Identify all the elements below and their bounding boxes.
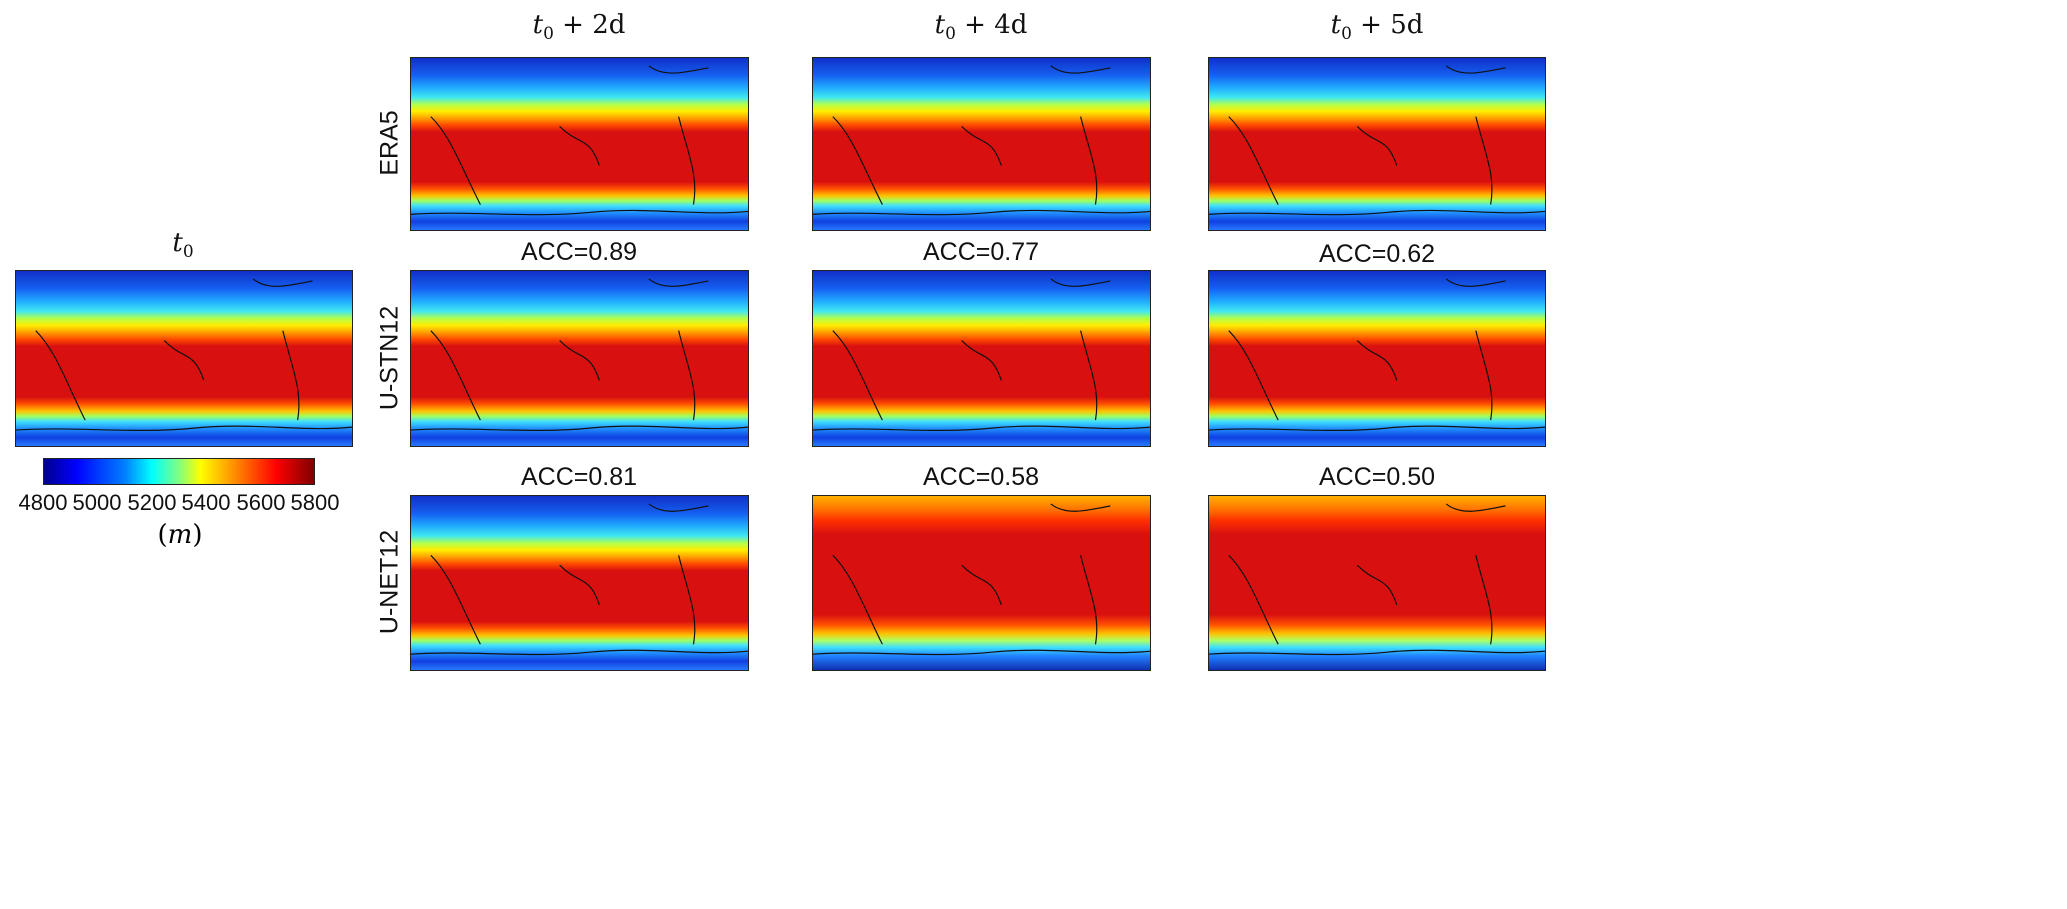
coastline bbox=[1209, 65, 1545, 216]
colorbar-tick: 5000 bbox=[72, 490, 122, 515]
map-era5-4d bbox=[812, 57, 1151, 231]
field-fill bbox=[16, 271, 352, 446]
acc-u-net12-2d: ACC=0.81 bbox=[520, 463, 638, 491]
map-u-stn12-4d bbox=[812, 270, 1151, 447]
header-rest: + 2d bbox=[553, 10, 626, 40]
colorbar bbox=[43, 458, 315, 485]
header-base: t bbox=[1330, 10, 1342, 40]
acc-u-stn12-2d: ACC=0.89 bbox=[520, 238, 638, 266]
coastline bbox=[16, 278, 352, 432]
header-rest: + 5d bbox=[1351, 10, 1424, 40]
coastline bbox=[813, 503, 1150, 656]
map-field bbox=[411, 58, 748, 230]
acc-u-net12-4d: ACC=0.58 bbox=[922, 463, 1040, 491]
map-u-stn12-5d bbox=[1208, 270, 1546, 447]
coastline bbox=[813, 65, 1150, 216]
row-label-u-stn12: U-STN12 bbox=[375, 305, 404, 411]
field-fill bbox=[1209, 58, 1545, 230]
colorbar-tick: 4800 bbox=[18, 490, 68, 515]
field-fill bbox=[813, 271, 1150, 446]
map-field bbox=[411, 496, 748, 670]
row-label-era5: ERA5 bbox=[375, 110, 404, 176]
map-u-stn12-2d bbox=[410, 270, 749, 447]
map-field bbox=[1209, 496, 1545, 670]
field-fill bbox=[411, 271, 748, 446]
unit-text: m bbox=[167, 520, 193, 550]
header-sub: 0 bbox=[945, 24, 956, 45]
acc-u-stn12-4d: ACC=0.77 bbox=[922, 238, 1040, 266]
field-fill bbox=[1209, 271, 1545, 446]
coastline bbox=[1209, 503, 1545, 656]
field-fill bbox=[1209, 496, 1545, 670]
coastline bbox=[1209, 278, 1545, 432]
map-era5-2d bbox=[410, 57, 749, 231]
colorbar-unit: (m) bbox=[157, 520, 203, 550]
map-field bbox=[411, 271, 748, 446]
map-field bbox=[1209, 58, 1545, 230]
coastline bbox=[813, 278, 1150, 432]
row-label-u-net12: U-NET12 bbox=[375, 529, 404, 635]
header-t0-plus-2d: t0 + 2d bbox=[533, 10, 626, 44]
coastline bbox=[411, 503, 748, 656]
colorbar-tick: 5800 bbox=[290, 490, 340, 515]
header-base: t bbox=[172, 228, 183, 258]
map-field bbox=[813, 58, 1150, 230]
header-sub: 0 bbox=[1341, 24, 1352, 45]
header-t0-plus-5d: t0 + 5d bbox=[1331, 10, 1424, 44]
colorbar-tick: 5400 bbox=[181, 490, 231, 515]
field-fill bbox=[411, 58, 748, 230]
map-field bbox=[16, 271, 352, 446]
map-t0 bbox=[15, 270, 353, 447]
header-t0-plus-4d: t0 + 4d bbox=[935, 10, 1028, 44]
map-field bbox=[813, 271, 1150, 446]
header-base: t bbox=[934, 10, 946, 40]
acc-u-stn12-5d: ACC=0.62 bbox=[1318, 240, 1436, 268]
colorbar-tick: 5200 bbox=[127, 490, 177, 515]
map-u-net12-4d bbox=[812, 495, 1151, 671]
header-base: t bbox=[532, 10, 544, 40]
acc-u-net12-5d: ACC=0.50 bbox=[1318, 463, 1436, 491]
header-sub: 0 bbox=[182, 242, 194, 263]
header-sub: 0 bbox=[543, 24, 554, 45]
colorbar-tick: 5600 bbox=[236, 490, 286, 515]
map-field bbox=[813, 496, 1150, 670]
map-u-net12-5d bbox=[1208, 495, 1546, 671]
field-fill bbox=[813, 58, 1150, 230]
coastline bbox=[411, 65, 748, 216]
coastline bbox=[411, 278, 748, 432]
map-u-net12-2d bbox=[410, 495, 749, 671]
map-era5-5d bbox=[1208, 57, 1546, 231]
field-fill bbox=[411, 496, 748, 670]
header-t0: t0 bbox=[172, 228, 193, 262]
header-rest: + 4d bbox=[955, 10, 1028, 40]
field-fill bbox=[813, 496, 1150, 670]
map-field bbox=[1209, 271, 1545, 446]
